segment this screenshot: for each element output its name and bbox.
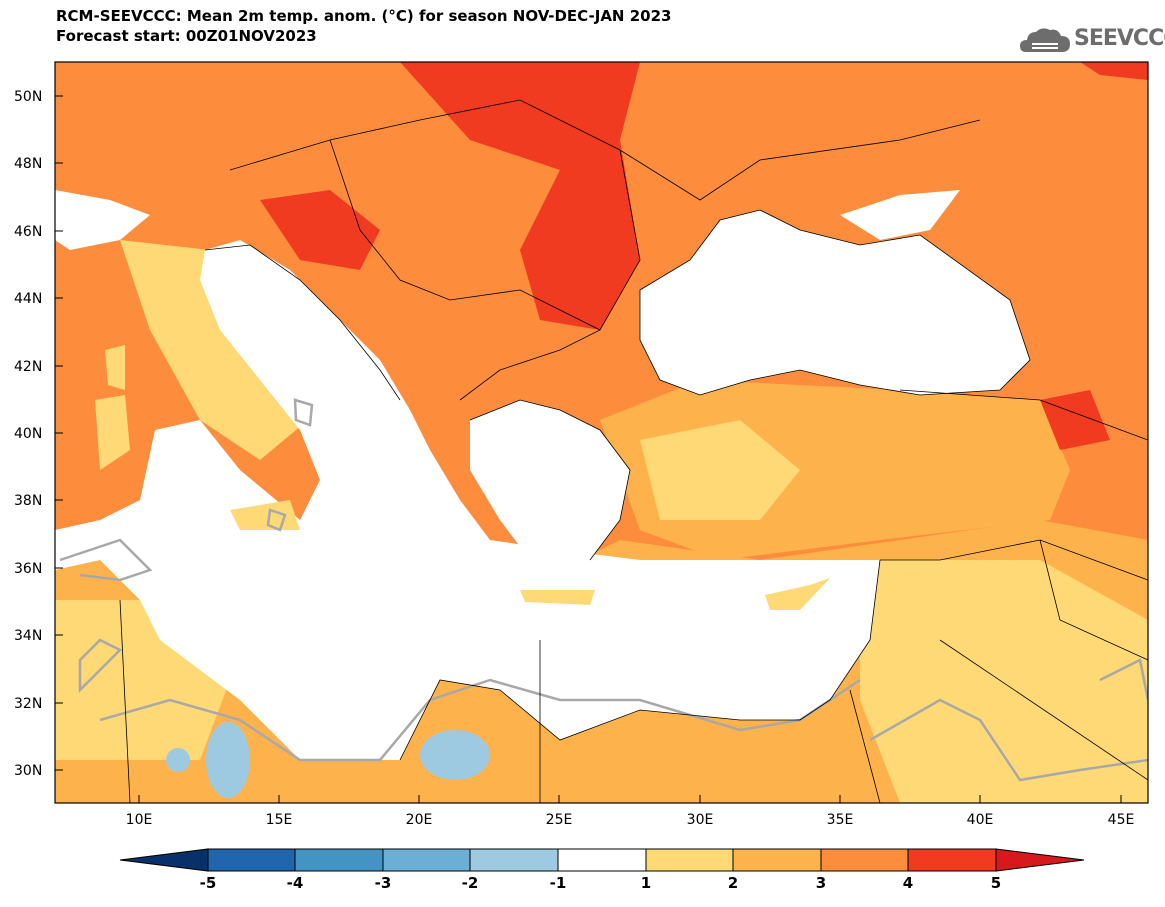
colorbar	[119, 848, 1085, 872]
central-anatolia-field	[640, 420, 800, 520]
italy-field	[120, 240, 320, 460]
cold-patch-small	[166, 748, 190, 772]
black-sea	[640, 210, 1030, 395]
colorbar-bin	[207, 848, 296, 872]
colorbar-bin	[732, 848, 822, 872]
lat-label: 42N	[14, 359, 42, 375]
adriatic-sea	[205, 245, 400, 420]
lat-label: 50N	[14, 89, 42, 105]
lat-label: 30N	[14, 763, 42, 779]
lon-label: 30E	[687, 812, 714, 828]
cold-patch-west	[206, 722, 250, 798]
lon-label: 10E	[126, 812, 153, 828]
colorbar-bin	[557, 848, 647, 872]
hotspot-northeast	[1080, 62, 1148, 80]
lon-label: 35E	[827, 812, 854, 828]
lon-label: 20E	[406, 812, 433, 828]
colorbar-bin	[294, 848, 384, 872]
map-field	[55, 62, 1148, 803]
cyprus	[765, 578, 830, 610]
longitude-ticks	[138, 795, 1122, 803]
latitude-labels: 50N 48N 46N 44N 42N 40N 38N 36N 34N 32N …	[14, 89, 42, 779]
hotspot-croatia	[260, 190, 380, 270]
cloud-icon	[1020, 28, 1070, 52]
latitude-ticks	[55, 95, 63, 771]
chart-title: RCM-SEEVCCC: Mean 2m temp. anom. (°C) fo…	[56, 6, 671, 46]
colorbar-bin	[907, 848, 997, 872]
mediterranean-sea	[55, 240, 880, 760]
colorbar-bin	[820, 848, 909, 872]
levant-field	[860, 560, 1148, 803]
lat-label: 48N	[14, 156, 42, 172]
colorbar-label: 5	[990, 874, 1002, 892]
lon-label: 45E	[1108, 812, 1135, 828]
lat-label: 34N	[14, 628, 42, 644]
colorbar-min-arrow	[119, 848, 209, 872]
title-line-1: RCM-SEEVCCC: Mean 2m temp. anom. (°C) fo…	[56, 7, 672, 25]
lat-label: 38N	[14, 493, 42, 509]
colorbar-max-arrow	[995, 848, 1085, 872]
colorbar-label: 2	[727, 874, 739, 892]
aegean-sea	[470, 400, 630, 560]
sea-of-azov	[840, 190, 960, 240]
lon-label: 25E	[546, 812, 573, 828]
title-line-2: Forecast start: 00Z01NOV2023	[56, 27, 317, 45]
lat-label: 32N	[14, 696, 42, 712]
colorbar-label: -1	[549, 874, 567, 892]
lon-label: 40E	[967, 812, 994, 828]
colorbar-label: 1	[640, 874, 652, 892]
sardinia	[95, 395, 130, 470]
zero-contours	[59, 398, 1148, 782]
lat-label: 46N	[14, 224, 42, 240]
borders	[119, 99, 1148, 803]
lat-label: 44N	[14, 291, 42, 307]
hotspot-carpathians	[400, 62, 640, 330]
lon-label: 15E	[266, 812, 293, 828]
longitude-labels: 10E 15E 20E 25E 30E 35E 40E 45E	[126, 812, 1135, 828]
colorbar-bin	[382, 848, 471, 872]
logo-text: SEEVCCC	[1074, 26, 1165, 51]
colorbar-label: -5	[199, 874, 217, 892]
cold-patch-libya	[420, 730, 490, 780]
colorbar-label: 4	[902, 874, 914, 892]
colorbar-bin	[645, 848, 734, 872]
seevccc-logo: SEEVCCC	[1018, 20, 1165, 60]
lat-label: 36N	[14, 561, 42, 577]
hotspot-caucasus	[1040, 390, 1110, 450]
lat-label: 40N	[14, 426, 42, 442]
colorbar-label: 3	[815, 874, 827, 892]
corsica	[105, 345, 125, 390]
crete	[520, 590, 595, 605]
colorbar-bin	[469, 848, 559, 872]
colorbar-label: -4	[286, 874, 304, 892]
colorbar-label: -3	[374, 874, 392, 892]
colorbar-label: -2	[461, 874, 479, 892]
alps-white	[55, 190, 150, 250]
